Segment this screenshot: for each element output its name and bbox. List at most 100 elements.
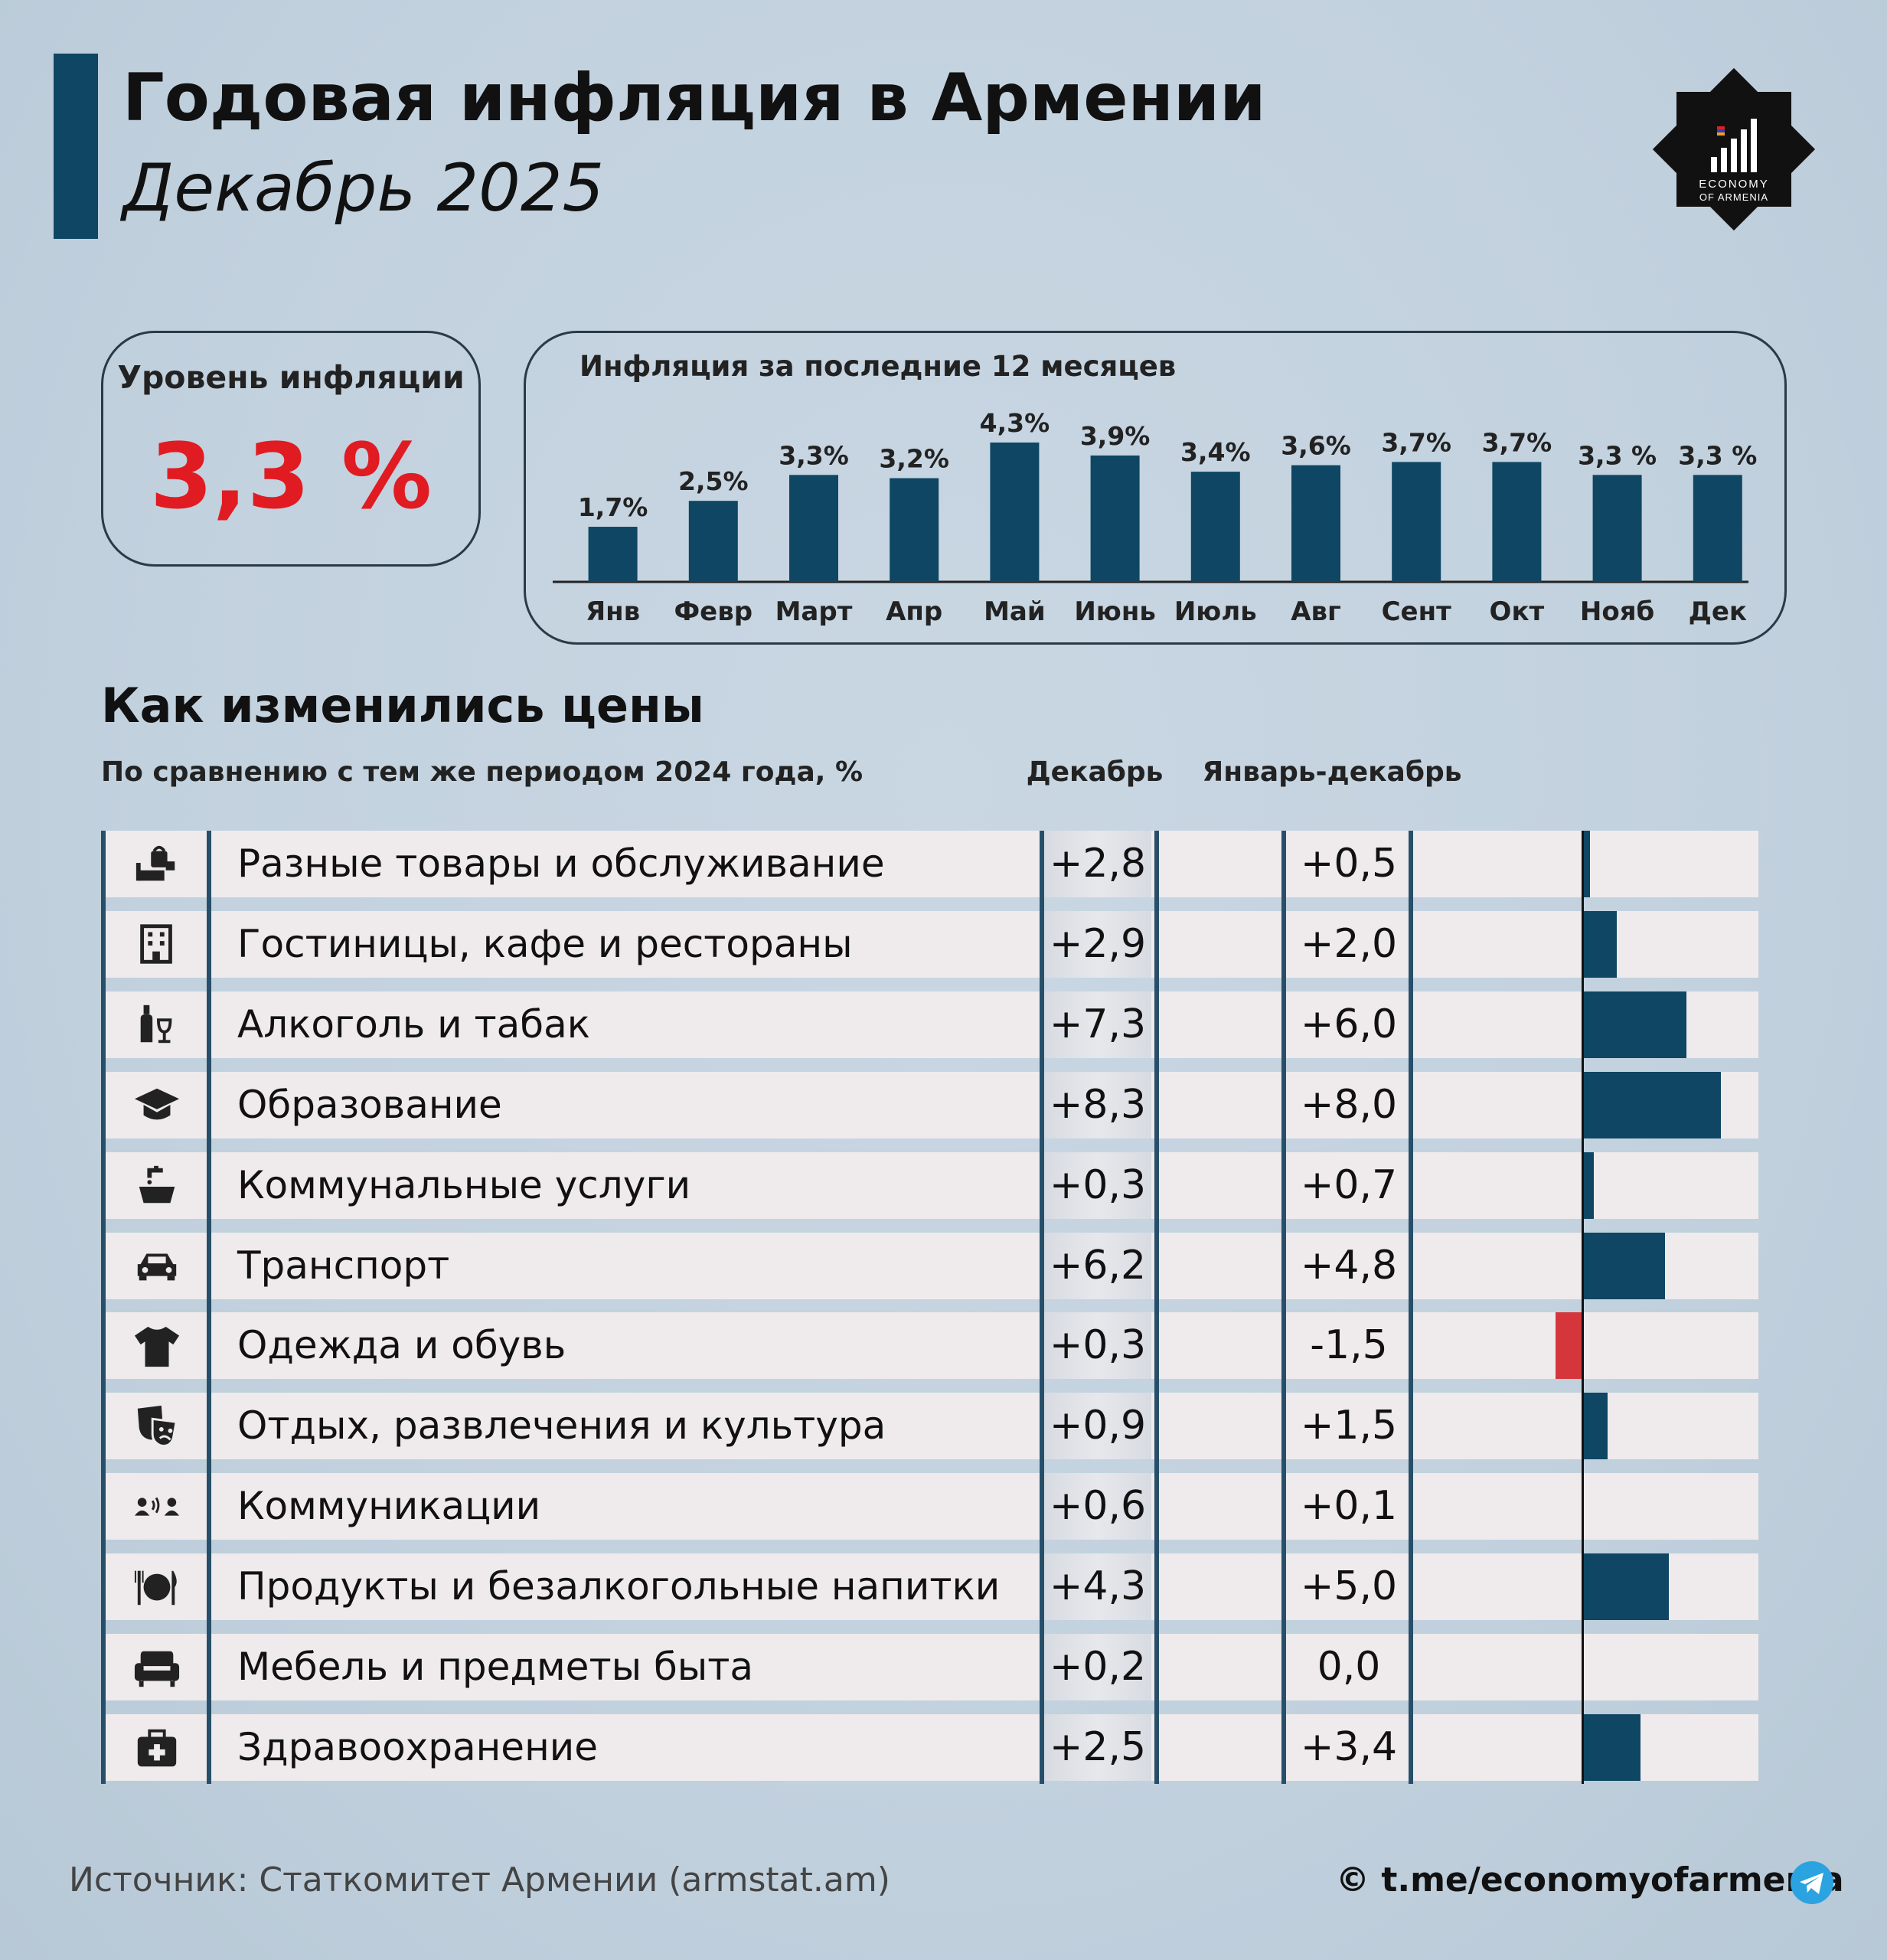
chart-data-label: 3,9% — [1080, 421, 1151, 451]
chart-tick-label: Февр — [674, 596, 753, 627]
chart-bar — [1291, 465, 1340, 582]
plate-cutlery-icon — [109, 1553, 204, 1620]
table-row: Гостиницы, кафе и рестораны +2,9 +2,0 — [101, 910, 1758, 978]
year-bar — [1582, 1232, 1666, 1299]
table-row: Образование +8,3 +8,0 — [101, 1071, 1758, 1138]
telegram-link[interactable]: © t.me/economyofarmenia — [1336, 1860, 1844, 1900]
chart-tick-label: Янв — [586, 596, 640, 627]
year-value: +0,7 — [1300, 1161, 1398, 1208]
car-icon — [109, 1233, 204, 1299]
source-note: Источник: Статкомитет Армении (armstat.a… — [69, 1860, 890, 1900]
page-title: Годовая инфляция в Армении — [122, 60, 1266, 136]
chart-bar — [588, 527, 638, 582]
table-row: Алкоголь и табак +7,3 +6,0 — [101, 991, 1758, 1058]
year-value: +8,0 — [1300, 1081, 1398, 1128]
chart-tick-label: Дек — [1689, 596, 1747, 627]
chart-tick-label: Нояб — [1580, 596, 1654, 627]
year-value: 0,0 — [1317, 1644, 1381, 1690]
chart-data-label: 3,6% — [1281, 431, 1351, 461]
december-value: +6,2 — [1044, 1232, 1151, 1299]
year-bar — [1582, 1393, 1608, 1460]
logo-bar-5 — [1751, 119, 1757, 172]
december-value: +8,3 — [1044, 1071, 1151, 1138]
december-value: +2,8 — [1044, 831, 1151, 897]
chart-bar — [1090, 455, 1140, 582]
year-bar — [1582, 1152, 1594, 1219]
december-value: +0,3 — [1044, 1312, 1151, 1380]
monthly-inflation-chart: 1,7% Янв 2,5% Февр 3,3% Март 3,2% Апр 4,3% Май 3,9… — [553, 408, 1757, 627]
row-label: Транспорт — [237, 1243, 450, 1288]
table-divider-year-right — [1409, 831, 1413, 1784]
chart-bar — [1492, 462, 1542, 582]
column-header-december: Декабрь — [1026, 756, 1164, 788]
section-note: По сравнению с тем же периодом 2024 года… — [101, 756, 864, 788]
telegram-icon[interactable] — [1790, 1860, 1834, 1905]
year-value: +1,5 — [1300, 1403, 1398, 1449]
chart-bar — [1592, 475, 1642, 582]
chart-bar — [890, 478, 939, 582]
december-value: +0,3 — [1044, 1152, 1151, 1219]
row-label: Коммуникации — [237, 1484, 541, 1529]
chart-bar — [1190, 472, 1240, 582]
people-talking-icon — [109, 1473, 204, 1540]
row-label: Образование — [237, 1082, 502, 1127]
chart-tick-label: Июнь — [1074, 596, 1156, 627]
row-label: Алкоголь и табак — [237, 1001, 590, 1047]
year-value: +6,0 — [1300, 1001, 1398, 1047]
year-value: +5,0 — [1300, 1563, 1398, 1610]
table-row: Коммунальные услуги +0,3 +0,7 — [101, 1152, 1758, 1219]
year-value: +2,0 — [1300, 920, 1398, 967]
page-subtitle: Декабрь 2025 — [122, 150, 605, 227]
chart-tick-label: Сент — [1382, 596, 1452, 627]
monthly-chart-title: Инфляция за последние 12 месяцев — [579, 350, 1177, 383]
shopping-icon — [109, 831, 204, 897]
table-divider-icon — [207, 831, 211, 1784]
chart-tick-label: Окт — [1490, 596, 1545, 627]
year-value: -1,5 — [1310, 1322, 1388, 1369]
chart-data-label: 3,4% — [1180, 437, 1251, 467]
row-label: Гостиницы, кафе и рестораны — [237, 921, 853, 966]
december-value: +0,6 — [1044, 1473, 1151, 1540]
chart-data-label: 3,3% — [779, 440, 849, 470]
year-bar — [1582, 1553, 1669, 1621]
wine-icon — [109, 991, 204, 1058]
year-bar — [1582, 910, 1617, 978]
bar-zero-axis — [1582, 831, 1584, 1784]
row-label: Отдых, развлечения и культура — [237, 1403, 886, 1449]
table-divider-dec-right — [1154, 831, 1159, 1784]
row-label: Одежда и обувь — [237, 1323, 566, 1368]
chart-data-label: 3,3 % — [1578, 440, 1657, 470]
chart-tick-label: Авг — [1291, 596, 1341, 627]
year-value: +3,4 — [1300, 1723, 1398, 1770]
tshirt-icon — [109, 1312, 204, 1379]
year-bar — [1582, 831, 1591, 897]
row-label: Продукты и безалкогольные напитки — [237, 1564, 1001, 1609]
inflation-level-label: Уровень инфляции — [117, 359, 465, 396]
monthly-inflation-card: Инфляция за последние 12 месяцев 1,7% Янв… — [524, 331, 1787, 645]
year-value: +0,1 — [1300, 1483, 1398, 1530]
theater-masks-icon — [109, 1393, 204, 1459]
table-row: Одежда и обувь +0,3 -1,5 — [101, 1312, 1758, 1380]
year-bar — [1582, 1713, 1641, 1781]
logo-text-line1: ECONOMY — [1699, 178, 1769, 191]
chart-bar — [1693, 475, 1742, 582]
table-row: Продукты и безалкогольные напитки +4,3 +5,… — [101, 1553, 1758, 1621]
year-bar — [1582, 1071, 1721, 1138]
year-bar — [1555, 1312, 1582, 1380]
chart-data-label: 3,7% — [1381, 427, 1451, 457]
row-label: Здравоохранение — [237, 1724, 599, 1769]
chart-data-label: 3,3 % — [1678, 440, 1757, 470]
table-row: Здравоохранение +2,5 +3,4 — [101, 1713, 1758, 1781]
chart-tick-label: Март — [775, 596, 853, 627]
table-divider-year-left — [1281, 831, 1286, 1784]
chart-data-label: 3,2% — [879, 444, 949, 474]
chart-tick-label: Июль — [1174, 596, 1257, 627]
table-row: Мебель и предметы быта +0,2 0,0 — [101, 1634, 1758, 1700]
faucet-icon — [109, 1152, 204, 1219]
chart-bar — [990, 443, 1040, 582]
logo-text-line2: OF ARMENIA — [1699, 191, 1768, 203]
inflation-level-card: Уровень инфляции 3,3 % — [101, 331, 481, 567]
chart-tick-label: Май — [984, 596, 1046, 627]
title-accent-bar — [54, 54, 98, 239]
column-header-year: Январь-декабрь — [1202, 756, 1462, 788]
